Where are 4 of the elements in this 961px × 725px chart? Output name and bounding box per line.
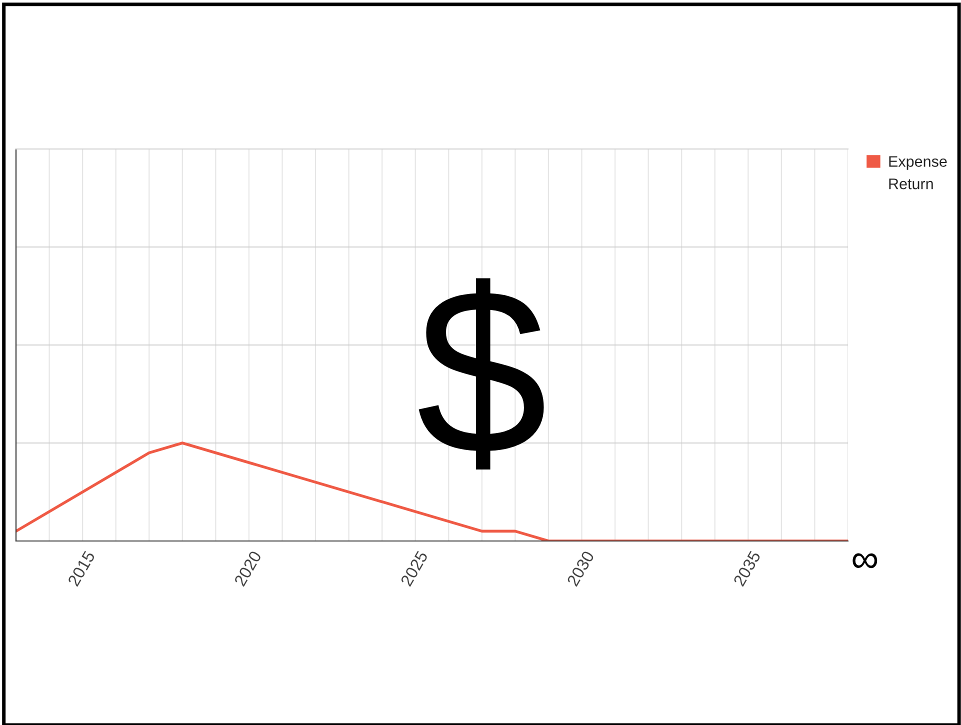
text: ∞ <box>852 553 878 568</box>
text: Return <box>889 178 933 190</box>
annotation: $ <box>418 278 544 470</box>
legend-label: Expense <box>889 156 947 170</box>
